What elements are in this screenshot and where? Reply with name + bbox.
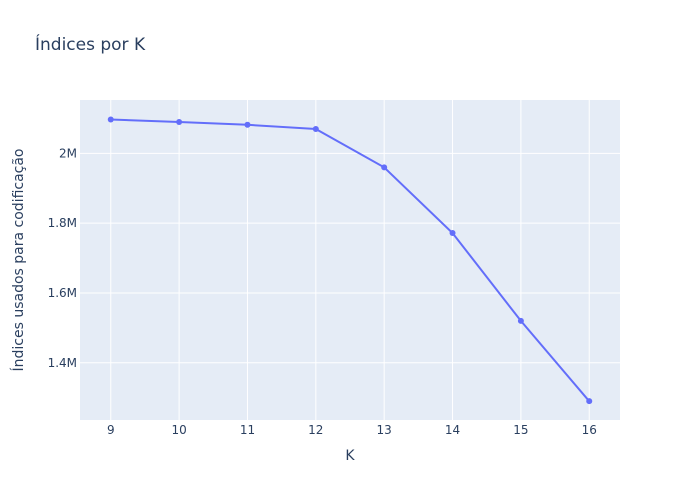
x-tick-label: 9 [107,423,115,437]
y-tick-label: 1.4M [48,356,77,370]
data-point[interactable] [586,398,593,405]
data-point[interactable] [449,229,456,236]
series-points [107,116,593,405]
y-axis-title: Índices usados para codificação [10,148,27,371]
x-tick-label: 12 [308,423,323,437]
y-gridlines [80,152,620,364]
x-tick-labels: 9 10 11 12 13 14 15 16 [107,423,597,437]
x-tick-label: 10 [171,423,186,437]
x-axis-title: K [345,448,355,464]
x-tick-label: 16 [582,423,597,437]
y-tick-label: 1.8M [48,216,77,230]
data-point[interactable] [312,125,319,132]
data-point[interactable] [107,116,114,123]
x-tick-label: 14 [445,423,460,437]
y-tick-label: 1.6M [48,286,77,300]
data-point[interactable] [176,118,183,125]
x-tick-label: 13 [377,423,392,437]
y-tick-labels: 1.4M 1.6M 1.8M 2M [48,146,77,369]
data-point[interactable] [381,164,388,171]
data-point[interactable] [517,317,524,324]
chart-title: Índices por K [35,33,146,55]
x-tick-label: 11 [240,423,255,437]
y-tick-label: 2M [59,146,77,160]
series-line [110,118,590,402]
data-point[interactable] [244,121,251,128]
x-tick-label: 15 [513,423,528,437]
